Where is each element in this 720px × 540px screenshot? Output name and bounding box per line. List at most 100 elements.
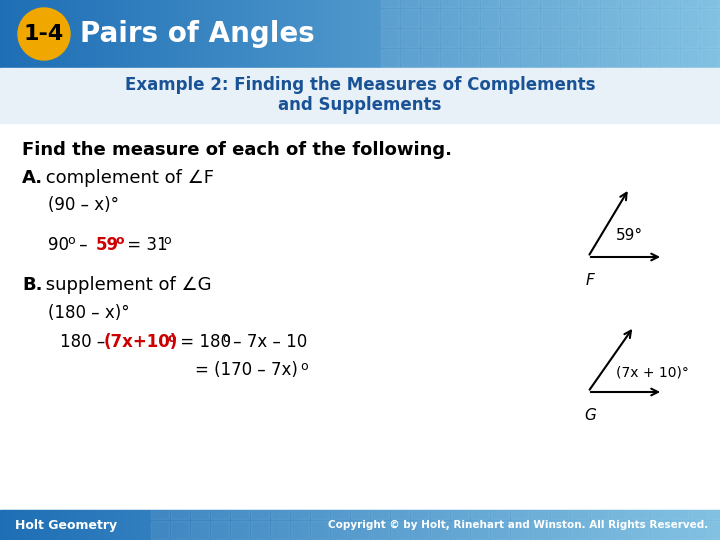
Bar [523,0,524,68]
Bar [719,0,720,68]
Bar [173,510,174,540]
Bar [338,510,339,540]
Bar [138,0,139,68]
Bar [661,0,662,68]
Bar [563,0,564,68]
Bar [615,510,616,540]
Bar [183,510,184,540]
Bar [243,0,244,68]
Bar [74,0,75,68]
Bar [424,510,425,540]
Bar [168,0,169,68]
Bar [275,510,276,540]
Bar [134,0,135,68]
Bar [450,0,451,68]
Bar [373,510,374,540]
Bar [161,0,162,68]
Bar [25,0,26,68]
Bar [105,510,106,540]
Bar [551,510,552,540]
Bar [203,0,204,68]
Bar [634,510,635,540]
Bar [285,0,286,68]
Bar [621,0,622,68]
Bar [510,0,511,68]
Bar [24,0,25,68]
Bar [525,0,526,68]
Bar [569,0,570,68]
Bar [538,0,539,68]
Bar [566,510,567,540]
Bar [393,0,394,68]
Bar [541,0,559,7]
Bar [34,0,35,68]
Bar [463,510,464,540]
Bar [184,510,185,540]
Bar [419,0,420,68]
Bar [209,510,210,540]
Bar [370,510,371,540]
Bar [70,0,71,68]
Text: = (170 – 7x): = (170 – 7x) [195,361,298,379]
Text: 59°: 59° [616,227,643,242]
Bar [324,0,325,68]
Bar [560,0,561,68]
Bar [500,0,501,68]
Bar [364,0,365,68]
Bar [691,510,692,540]
Bar [337,510,338,540]
Bar [434,510,435,540]
Bar [719,510,720,540]
Bar [678,510,679,540]
Bar [345,0,346,68]
Bar [235,510,236,540]
Bar [46,0,47,68]
Bar [143,0,144,68]
Bar [296,0,297,68]
Bar [501,510,502,540]
Bar [586,510,587,540]
Bar [284,510,285,540]
Bar [58,510,59,540]
Bar [645,0,646,68]
Bar [538,510,539,540]
Bar [509,0,510,68]
Bar [262,510,263,540]
Bar [329,510,330,540]
Bar [542,0,543,68]
Bar [128,510,129,540]
Bar [44,0,45,68]
Bar [645,510,646,540]
Bar [305,510,306,540]
Bar [640,0,641,68]
Bar [650,0,651,68]
Bar [37,510,38,540]
Bar [248,510,249,540]
Bar [437,0,438,68]
Bar [591,521,609,539]
Bar [176,510,177,540]
Bar [391,501,409,519]
Bar [345,510,346,540]
Bar [234,510,235,540]
Bar [31,510,32,540]
Bar [229,0,230,68]
Bar [437,510,438,540]
Bar [367,0,368,68]
Bar [583,510,584,540]
Bar [277,510,278,540]
Bar [109,510,110,540]
Bar [528,510,529,540]
Bar [677,510,678,540]
Bar [462,0,463,68]
Bar [141,510,142,540]
Bar [249,510,250,540]
Bar [231,510,232,540]
Bar [340,510,341,540]
Bar [64,0,65,68]
Bar [60,510,61,540]
Bar [164,510,165,540]
Bar [539,0,540,68]
Bar [279,0,280,68]
Bar [644,510,645,540]
